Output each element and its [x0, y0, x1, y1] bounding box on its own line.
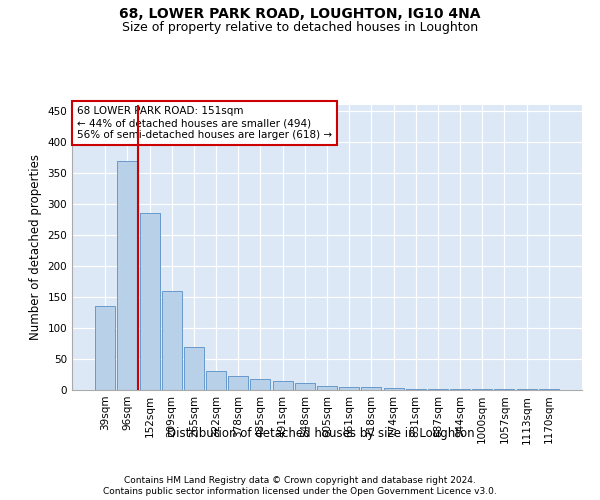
Bar — [118, 161, 137, 390]
Bar — [428, 389, 448, 390]
Text: Contains public sector information licensed under the Open Government Licence v3: Contains public sector information licen… — [103, 488, 497, 496]
Bar — [206, 372, 226, 390]
Bar — [228, 376, 248, 390]
Bar — [95, 306, 115, 390]
Bar — [184, 346, 204, 390]
Text: Contains HM Land Registry data © Crown copyright and database right 2024.: Contains HM Land Registry data © Crown c… — [124, 476, 476, 485]
Bar — [140, 214, 160, 390]
Y-axis label: Number of detached properties: Number of detached properties — [29, 154, 42, 340]
Bar — [272, 380, 293, 390]
Bar — [406, 389, 426, 390]
Text: 68 LOWER PARK ROAD: 151sqm
← 44% of detached houses are smaller (494)
56% of sem: 68 LOWER PARK ROAD: 151sqm ← 44% of deta… — [77, 106, 332, 140]
Bar — [361, 387, 382, 390]
Bar — [162, 291, 182, 390]
Text: Size of property relative to detached houses in Loughton: Size of property relative to detached ho… — [122, 21, 478, 34]
Bar — [295, 382, 315, 390]
Bar — [250, 379, 271, 390]
Bar — [339, 387, 359, 390]
Text: Distribution of detached houses by size in Loughton: Distribution of detached houses by size … — [167, 428, 475, 440]
Text: 68, LOWER PARK ROAD, LOUGHTON, IG10 4NA: 68, LOWER PARK ROAD, LOUGHTON, IG10 4NA — [119, 8, 481, 22]
Bar — [317, 386, 337, 390]
Bar — [383, 388, 404, 390]
Bar — [450, 389, 470, 390]
